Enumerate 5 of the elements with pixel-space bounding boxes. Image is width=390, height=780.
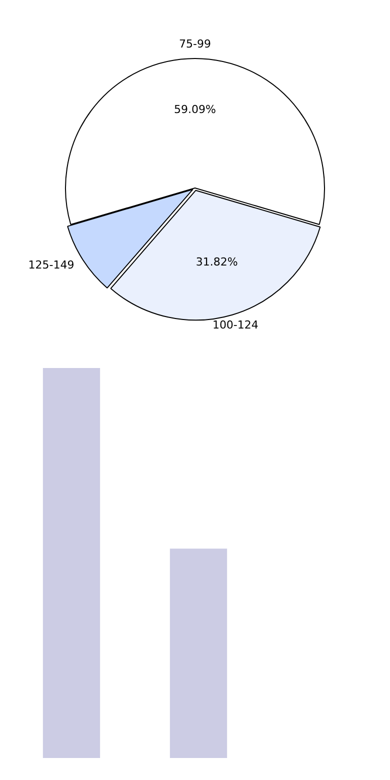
data-label: 59.09% bbox=[174, 103, 216, 116]
slice-label: 75-99 bbox=[179, 37, 211, 50]
slice-label: 125-149 bbox=[28, 258, 74, 272]
data-label: 31.82% bbox=[196, 255, 238, 268]
slice-label: 100-124 bbox=[212, 318, 258, 332]
